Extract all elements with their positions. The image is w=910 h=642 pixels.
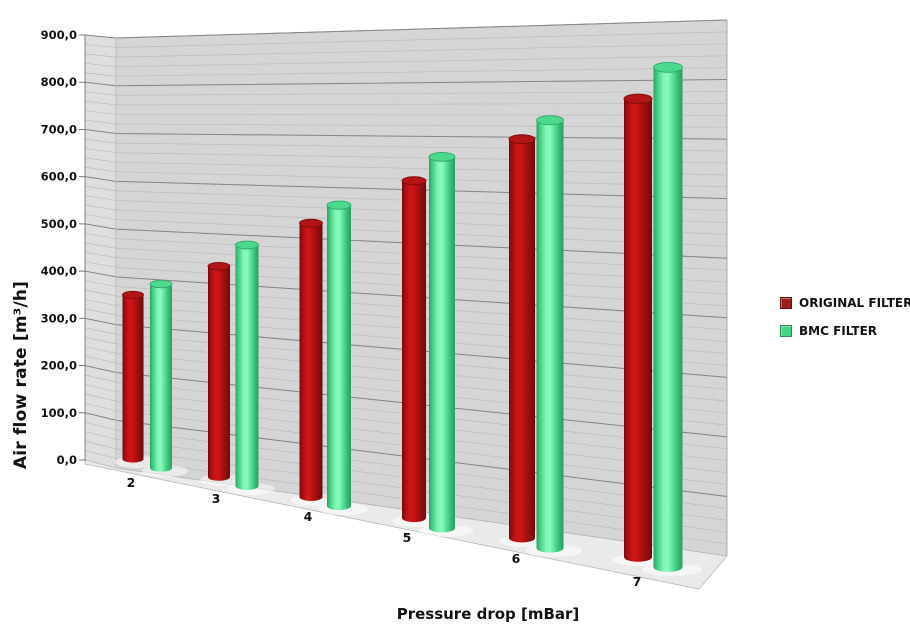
legend: ORIGINAL FILTER BMC FILTER: [780, 296, 910, 352]
legend-item: ORIGINAL FILTER: [780, 296, 910, 310]
legend-item: BMC FILTER: [780, 324, 910, 338]
bar-original-filter-7-top: [623, 93, 653, 105]
chart-side-wall: [84, 34, 117, 469]
bar-bmc-filter-4-bottom: [327, 501, 351, 511]
legend-label: ORIGINAL FILTER: [799, 296, 910, 310]
y-tick-label: 0,0: [57, 453, 77, 467]
bar-bmc-filter-5-bottom: [429, 523, 455, 533]
y-tick-label: 700,0: [41, 122, 77, 136]
y-tick-label: 600,0: [41, 170, 77, 184]
bar-bmc-filter-4: [327, 205, 351, 506]
bar-bmc-filter-6-bottom: [536, 543, 564, 553]
y-tick-label: 200,0: [41, 359, 77, 373]
bar-bmc-filter-5: [429, 156, 455, 528]
bar-bmc-filter-5-top: [428, 151, 456, 162]
bar-bmc-filter-7: [653, 67, 683, 567]
x-tick-label: 5: [403, 530, 412, 545]
x-tick-label: 2: [127, 475, 136, 490]
bar-bmc-filter-2: [150, 284, 172, 468]
bar-original-filter-6-bottom: [509, 533, 535, 543]
bar-original-filter-5-top: [401, 176, 427, 186]
legend-marker: [780, 325, 792, 337]
y-tick-label: 500,0: [41, 217, 77, 231]
x-tick-label: 3: [212, 491, 221, 506]
bar-original-filter-5-bottom: [402, 513, 426, 523]
bar-original-filter-2-bottom: [122, 455, 144, 463]
bar-original-filter-3: [208, 266, 230, 477]
y-tick-label: 900,0: [41, 28, 77, 42]
legend-marker: [780, 297, 792, 309]
x-tick-label: 7: [633, 574, 642, 589]
bar-original-filter-3-bottom: [208, 473, 230, 481]
x-tick-label: 4: [304, 509, 313, 524]
bar-original-filter-7-bottom: [624, 552, 652, 562]
bar-bmc-filter-7-top: [653, 61, 683, 73]
bar-original-filter-2: [122, 294, 144, 459]
y-axis-title: Air flow rate [m³/h]: [11, 280, 31, 470]
y-tick-label: 800,0: [41, 75, 77, 89]
bar-original-filter-4-top: [299, 218, 323, 228]
x-tick-label: 6: [512, 551, 521, 566]
y-tick-label: 100,0: [41, 406, 77, 420]
legend-label: BMC FILTER: [799, 324, 878, 338]
bar-original-filter-5: [402, 180, 426, 519]
bar-bmc-filter-2-bottom: [150, 464, 172, 472]
bar-original-filter-6-top: [508, 134, 536, 145]
bar-original-filter-2-top: [122, 290, 144, 299]
bar-bmc-filter-6-top: [536, 115, 564, 126]
bar-original-filter-6: [509, 139, 535, 538]
bar-original-filter-3-top: [207, 261, 231, 271]
y-tick-label: 400,0: [41, 264, 77, 278]
bar-bmc-filter-4-top: [326, 200, 352, 210]
bar-original-filter-4: [299, 223, 323, 497]
x-axis-title: Pressure drop [mBar]: [396, 605, 580, 623]
bar-bmc-filter-3-bottom: [235, 482, 259, 490]
bar-bmc-filter-2-top: [149, 279, 173, 289]
bar-bmc-filter-3: [235, 244, 259, 486]
y-tick-label: 300,0: [41, 311, 77, 325]
bar-bmc-filter-3-top: [235, 240, 259, 250]
bar-original-filter-4-bottom: [299, 493, 323, 501]
bar-bmc-filter-6: [536, 120, 564, 548]
bar-bmc-filter-7-bottom: [653, 562, 683, 572]
bar-original-filter-7: [624, 98, 652, 557]
